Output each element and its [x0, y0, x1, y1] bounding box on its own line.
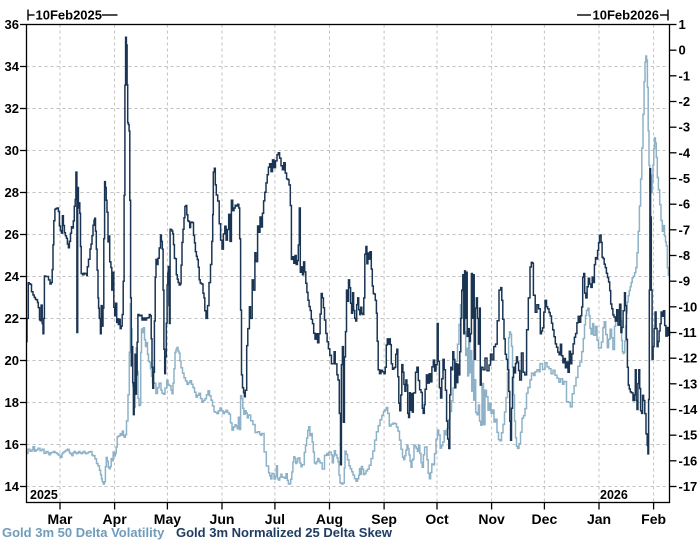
svg-text:32: 32: [5, 101, 19, 116]
svg-text:Apr: Apr: [103, 511, 128, 527]
svg-text:-13: -13: [679, 376, 698, 391]
svg-text:1: 1: [679, 17, 686, 32]
svg-text:-8: -8: [679, 248, 691, 263]
svg-text:-17: -17: [679, 479, 698, 494]
svg-text:20: 20: [5, 353, 19, 368]
svg-text:-5: -5: [679, 171, 691, 186]
svg-text:-2: -2: [679, 94, 691, 109]
svg-text:10Feb2025: 10Feb2025: [36, 8, 103, 23]
svg-text:Jun: Jun: [210, 511, 235, 527]
svg-text:34: 34: [5, 59, 20, 74]
svg-text:-14: -14: [679, 402, 699, 417]
svg-text:-15: -15: [679, 428, 698, 443]
svg-text:14: 14: [5, 479, 20, 494]
svg-text:Feb: Feb: [641, 511, 666, 527]
svg-text:2026: 2026: [600, 488, 628, 502]
svg-text:16: 16: [5, 437, 19, 452]
svg-text:Sep: Sep: [371, 511, 397, 527]
svg-text:Nov: Nov: [478, 511, 505, 527]
svg-text:-6: -6: [679, 197, 691, 212]
svg-text:Aug: Aug: [316, 511, 343, 527]
svg-text:-16: -16: [679, 453, 698, 468]
svg-text:18: 18: [5, 395, 19, 410]
svg-text:22: 22: [5, 311, 19, 326]
svg-text:-1: -1: [679, 68, 691, 83]
svg-text:Gold 3m 50 Delta Volatility: Gold 3m 50 Delta Volatility: [2, 525, 165, 540]
svg-text:Gold 3m Normalized 25 Delta Sk: Gold 3m Normalized 25 Delta Skew: [176, 525, 393, 540]
svg-text:-4: -4: [679, 145, 691, 160]
svg-text:May: May: [154, 511, 181, 527]
svg-text:Jan: Jan: [587, 511, 611, 527]
svg-text:30: 30: [5, 143, 19, 158]
svg-text:Jul: Jul: [265, 511, 285, 527]
svg-text:10Feb2026: 10Feb2026: [593, 8, 660, 23]
svg-text:-7: -7: [679, 222, 691, 237]
svg-text:-9: -9: [679, 274, 691, 289]
svg-text:0: 0: [679, 43, 686, 58]
svg-text:-11: -11: [679, 325, 697, 340]
svg-text:-10: -10: [679, 299, 698, 314]
svg-text:36: 36: [5, 17, 19, 32]
svg-text:-3: -3: [679, 120, 691, 135]
svg-text:28: 28: [5, 185, 19, 200]
svg-text:26: 26: [5, 227, 19, 242]
svg-text:2025: 2025: [30, 488, 58, 502]
svg-text:-12: -12: [679, 351, 698, 366]
svg-text:Mar: Mar: [48, 511, 73, 527]
svg-text:24: 24: [5, 269, 20, 284]
svg-text:Dec: Dec: [532, 511, 558, 527]
svg-text:Oct: Oct: [425, 511, 449, 527]
